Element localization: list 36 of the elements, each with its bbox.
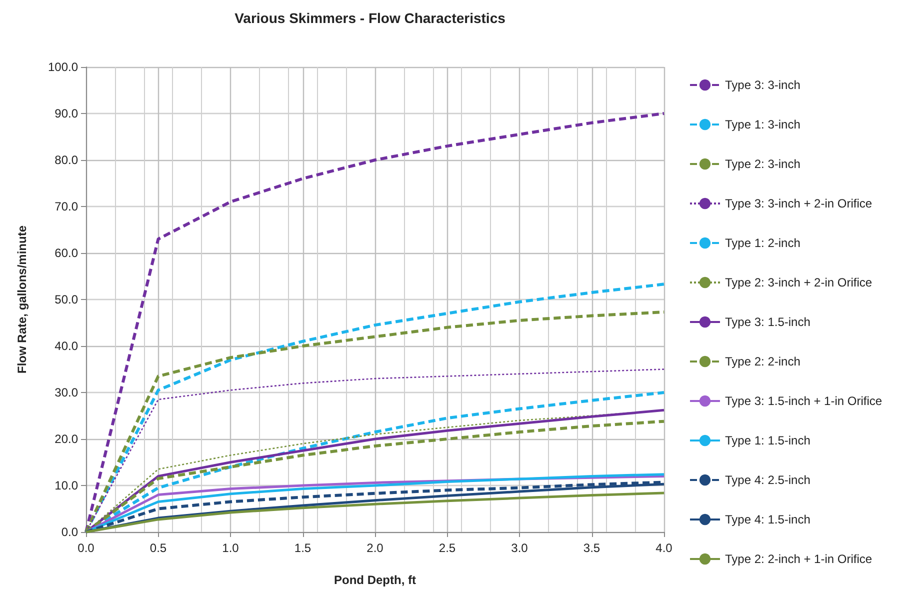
y-tick-label: 20.0 xyxy=(54,432,78,446)
chart-title: Various Skimmers - Flow Characteristics xyxy=(234,10,506,26)
legend-label: Type 2: 3-inch xyxy=(725,157,800,171)
legend-label: Type 1: 2-inch xyxy=(725,236,800,250)
x-tick-label: 2.0 xyxy=(366,541,384,555)
y-tick-label: 50.0 xyxy=(54,292,78,306)
x-axis-title: Pond Depth, ft xyxy=(334,573,416,587)
y-tick-label: 30.0 xyxy=(54,386,78,400)
legend-label: Type 2: 2-inch + 1-in Orifice xyxy=(725,552,872,566)
y-tick-label: 60.0 xyxy=(54,246,78,260)
legend-label: Type 1: 3-inch xyxy=(725,118,800,132)
y-tick-label: 90.0 xyxy=(54,106,78,120)
x-tick-label: 3.5 xyxy=(583,541,600,555)
legend-label: Type 4: 1.5-inch xyxy=(725,512,810,526)
legend-label: Type 3: 1.5-inch xyxy=(725,315,810,329)
legend-label: Type 2: 2-inch xyxy=(725,354,800,368)
x-tick-label: 4.0 xyxy=(656,541,673,555)
y-tick-label: 100.0 xyxy=(48,60,78,74)
x-tick-label: 0.5 xyxy=(150,541,167,555)
y-tick-label: 10.0 xyxy=(54,478,78,492)
y-tick-label: 70.0 xyxy=(54,200,78,214)
legend-label: Type 3: 3-inch xyxy=(725,78,800,92)
x-tick-label: 0.0 xyxy=(78,541,95,555)
legend-label: Type 4: 2.5-inch xyxy=(725,473,810,487)
legend-label: Type 3: 3-inch + 2-in Orifice xyxy=(725,196,872,210)
x-tick-label: 3.0 xyxy=(511,541,528,555)
x-tick-label: 1.0 xyxy=(222,541,240,555)
legend-label: Type 2: 3-inch + 2-in Orifice xyxy=(725,276,872,290)
x-tick-label: 2.5 xyxy=(438,541,456,555)
y-tick-label: 40.0 xyxy=(54,339,78,353)
y-tick-label: 80.0 xyxy=(54,153,78,167)
legend-label: Type 1: 1.5-inch xyxy=(725,434,810,448)
legend-label: Type 3: 1.5-inch + 1-in Orifice xyxy=(725,394,882,408)
y-tick-label: 0.0 xyxy=(61,525,78,539)
y-axis-title: Flow Rate, gallons/minute xyxy=(15,225,29,374)
x-tick-label: 1.5 xyxy=(294,541,312,555)
